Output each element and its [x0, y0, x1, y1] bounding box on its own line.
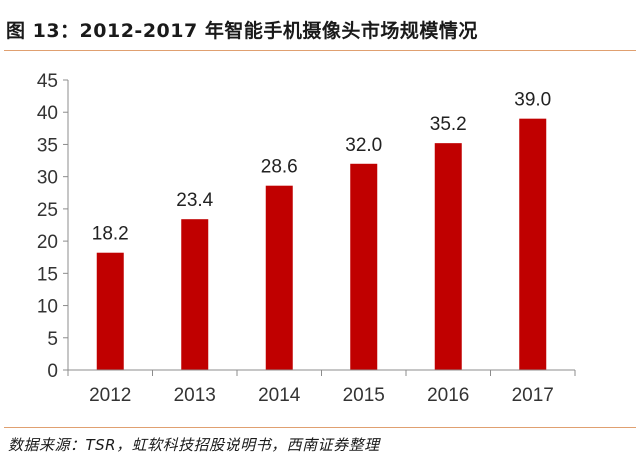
data-label-2016: 35.2 [430, 114, 467, 135]
y-tick-label: 35 [37, 135, 58, 156]
data-label-2012: 18.2 [92, 224, 129, 245]
bar-chart: 0 5 10 15 20 25 30 35 40 45 18.2 23.4 28.6 32.0 35.2 3… [37, 71, 576, 406]
y-tick-label: 10 [37, 297, 58, 318]
y-tick-label: 0 [47, 361, 58, 382]
source-note: 数据来源：TSR，虹软科技招股说明书，西南证券整理 [8, 436, 380, 454]
y-tick-label: 45 [37, 71, 58, 92]
data-label-2017: 39.0 [514, 90, 551, 111]
y-tick-label: 40 [37, 103, 58, 124]
x-tick-label-2013: 2013 [174, 385, 216, 406]
bar-2016 [434, 143, 462, 370]
bar-2013 [181, 219, 209, 370]
data-label-2015: 32.0 [345, 135, 382, 156]
y-tick-label: 15 [37, 264, 58, 285]
title-divider [4, 50, 636, 51]
x-axis: 2012 2013 2014 2015 2016 2017 [67, 369, 576, 406]
bar-2014 [265, 185, 293, 370]
y-tick-label: 25 [37, 200, 58, 221]
figure-title: 图 13：2012-2017 年智能手机摄像头市场规模情况 [6, 20, 478, 42]
y-tick-label: 5 [47, 329, 58, 350]
y-axis: 0 5 10 15 20 25 30 35 40 45 [37, 71, 69, 382]
x-tick-label-2012: 2012 [89, 385, 131, 406]
bar-2012 [96, 252, 124, 370]
bars: 18.2 23.4 28.6 32.0 35.2 39.0 [92, 90, 551, 371]
data-label-2014: 28.6 [261, 157, 298, 178]
source-divider [4, 427, 636, 428]
y-tick-label: 20 [37, 232, 58, 253]
y-tick-label: 30 [37, 168, 58, 189]
bar-2017 [519, 118, 547, 371]
x-tick-label-2016: 2016 [427, 385, 469, 406]
x-tick-label-2017: 2017 [512, 385, 554, 406]
x-tick-label-2014: 2014 [258, 385, 301, 406]
x-tick-label-2015: 2015 [343, 385, 385, 406]
bar-2015 [350, 163, 378, 370]
data-label-2013: 23.4 [176, 190, 213, 211]
